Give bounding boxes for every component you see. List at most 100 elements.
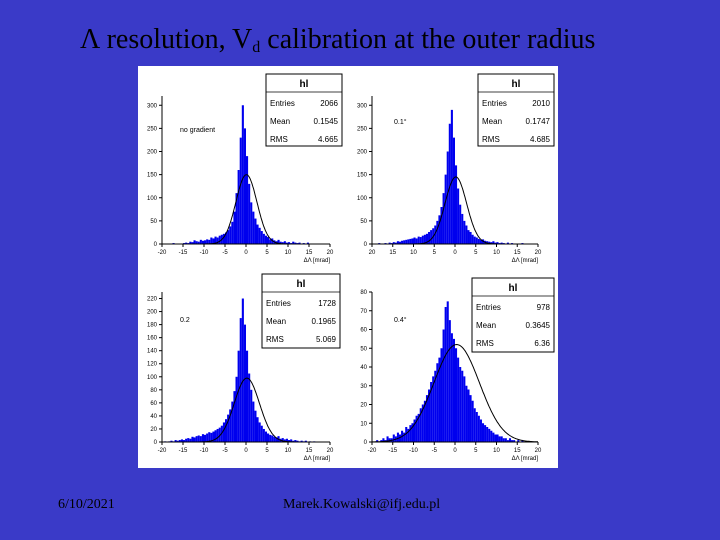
y-tick-label: 250: [147, 126, 158, 132]
x-axis-label: ΔΛ [mrad]: [512, 456, 539, 462]
histogram-bar: [430, 230, 433, 244]
y-tick-label: 0: [154, 440, 158, 446]
histogram-bar: [409, 425, 412, 442]
histogram-bar: [477, 415, 480, 442]
histogram-bar: [256, 224, 259, 244]
stats-value: 5.069: [316, 335, 337, 344]
histogram-bar: [517, 440, 520, 442]
panel-annotation: 0.2: [180, 317, 190, 324]
histogram-bar: [432, 376, 435, 442]
stats-value: 1728: [318, 299, 336, 308]
stats-label: Entries: [476, 303, 501, 312]
histogram-bar: [461, 213, 464, 244]
histogram-bar: [502, 438, 505, 442]
x-tick-label: 0: [244, 448, 248, 454]
histogram-bar: [392, 434, 395, 442]
histogram-bar: [176, 440, 179, 442]
histogram-bar: [417, 236, 420, 244]
histogram-bar: [452, 137, 455, 244]
y-tick-label: 250: [357, 126, 368, 132]
y-tick-label: 10: [360, 421, 367, 427]
histogram-bar: [271, 435, 274, 442]
histogram-bar: [479, 239, 482, 244]
histogram-bar: [494, 434, 497, 442]
x-tick-label: 5: [265, 448, 269, 454]
histogram-bar: [258, 227, 261, 244]
histogram-bar: [252, 211, 255, 244]
histogram-bar: [403, 240, 406, 244]
histogram-bar: [386, 436, 389, 442]
histogram-bar: [277, 239, 280, 244]
x-tick-label: -20: [158, 250, 167, 256]
histogram-bar: [246, 350, 249, 442]
stats-label: Entries: [482, 99, 507, 108]
x-tick-label: 5: [433, 250, 437, 256]
histogram-bar: [413, 237, 416, 244]
histogram-bar: [195, 436, 198, 442]
stats-value: 978: [537, 303, 551, 312]
histogram-bar: [423, 400, 426, 442]
stats-value: 2010: [532, 99, 550, 108]
y-tick-label: 40: [360, 365, 367, 371]
histogram-bar: [216, 428, 219, 442]
histogram-bar: [294, 440, 297, 442]
histogram-bar: [461, 370, 464, 442]
y-tick-label: 200: [147, 150, 158, 156]
histogram-bar: [225, 232, 228, 244]
x-tick-label: 15: [306, 448, 313, 454]
histogram-panel-2: [369, 73, 555, 247]
stats-value: 4.685: [530, 135, 551, 144]
footer-email: Marek.Kowalski@ifj.edu.pl: [283, 497, 441, 512]
y-tick-label: 70: [360, 309, 367, 315]
histogram-bar: [459, 204, 462, 244]
histogram-bar: [398, 434, 402, 442]
histogram-bar: [484, 425, 487, 442]
slide-title: Λ resolution, Vd calibration at the oute…: [80, 24, 680, 57]
histogram-bar: [254, 410, 257, 442]
x-tick-label: 0: [453, 448, 457, 454]
histogram-bar: [208, 239, 211, 244]
panel-annotation: 0.4°: [394, 316, 407, 324]
stats-box: [261, 273, 341, 349]
x-tick-label: 0: [244, 250, 248, 256]
histogram-bar: [421, 404, 424, 442]
histogram-bar: [457, 357, 460, 442]
histogram-bar: [409, 238, 412, 244]
histogram-bar: [300, 440, 303, 442]
histogram-bar: [442, 329, 445, 442]
histogram-bar: [471, 234, 474, 244]
histogram-bar: [504, 438, 507, 442]
stats-box: [265, 73, 343, 147]
histogram-bar: [448, 123, 451, 244]
histogram-bar: [457, 188, 460, 244]
histogram-bar: [419, 237, 422, 244]
histogram-bar: [490, 430, 493, 442]
histogram-bar: [403, 432, 406, 442]
x-tick-label: 5: [474, 448, 478, 454]
y-tick-label: 30: [360, 384, 367, 390]
stats-label: RMS: [476, 339, 494, 348]
y-tick-label: 80: [360, 290, 367, 296]
histogram-bar: [440, 348, 443, 442]
histogram-bar: [440, 207, 443, 244]
histogram-bar: [407, 239, 410, 244]
histogram-bar: [463, 376, 466, 442]
y-tick-label: 100: [147, 196, 158, 202]
stats-label: Mean: [476, 321, 496, 330]
histogram-bar: [394, 242, 397, 244]
histogram-bar: [469, 231, 472, 244]
histogram-bar: [285, 242, 288, 244]
histogram-bar: [459, 367, 462, 442]
histogram-bar: [231, 221, 234, 244]
x-tick-label: -10: [200, 250, 209, 256]
histogram-bar: [214, 430, 217, 442]
histogram-bar: [248, 183, 251, 244]
histogram-bar: [197, 435, 200, 442]
histogram-bar: [290, 439, 293, 442]
panel-annotation: no gradient: [180, 127, 215, 134]
x-tick-label: -5: [222, 448, 228, 454]
histogram-bar: [417, 413, 420, 442]
histogram-bar: [479, 419, 482, 442]
histogram-bar: [508, 438, 512, 442]
y-tick-label: 60: [360, 328, 367, 334]
